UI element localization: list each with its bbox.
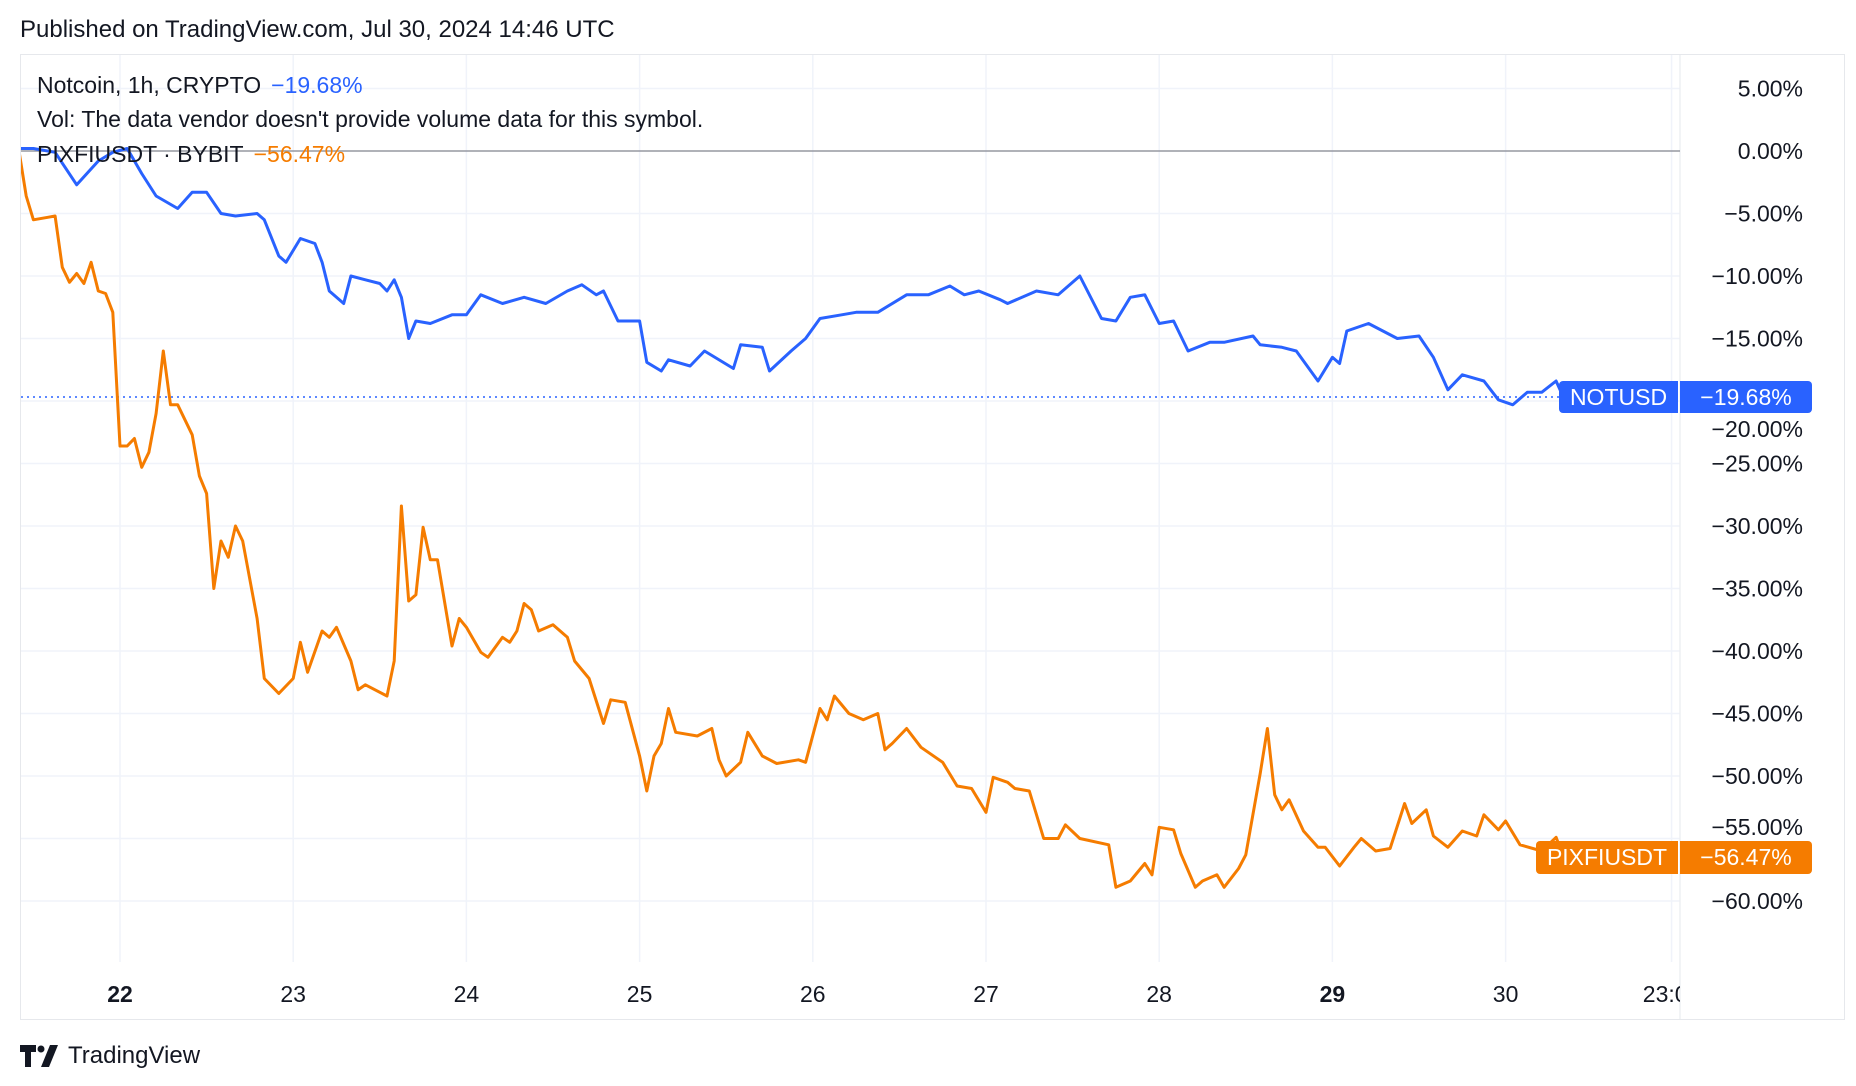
legend-main-change: −19.68% bbox=[271, 72, 363, 98]
x-tick-label: 29 bbox=[1320, 981, 1346, 1007]
tradingview-logo-icon bbox=[20, 1045, 58, 1067]
legend-volume-note: Vol: The data vendor doesn't provide vol… bbox=[37, 106, 704, 132]
time-axis: 22 23 24 25 26 27 28 29 30 23:00 bbox=[107, 981, 1701, 1007]
x-tick-label: 28 bbox=[1146, 981, 1172, 1007]
y-tick-label: −30.00% bbox=[1712, 513, 1803, 539]
y-tick-label: −25.00% bbox=[1712, 451, 1803, 477]
y-tick-label: −50.00% bbox=[1712, 763, 1803, 789]
y-tick-label: −5.00% bbox=[1724, 201, 1803, 227]
legend-compare-symbol: PIXFIUSDT · BYBIT bbox=[37, 141, 244, 167]
price-axis: 5.00% 0.00% −5.00% −10.00% −15.00% −20.00% −25… bbox=[1712, 76, 1803, 915]
notusd-name-badge: NOTUSD bbox=[1559, 381, 1678, 413]
legend-main[interactable]: Notcoin, 1h, CRYPTO −19.68% bbox=[37, 72, 373, 99]
y-tick-label: −15.00% bbox=[1712, 326, 1803, 352]
grid bbox=[21, 55, 1681, 1019]
y-tick-label: −35.00% bbox=[1712, 576, 1803, 602]
x-tick-label: 26 bbox=[800, 981, 826, 1007]
pixfi-value-badge: −56.47% bbox=[1680, 841, 1812, 874]
y-tick-label: −20.00% bbox=[1712, 416, 1803, 442]
legend-compare[interactable]: PIXFIUSDT · BYBIT −56.47% bbox=[37, 141, 355, 168]
pixfi-name-badge: PIXFIUSDT bbox=[1536, 841, 1678, 874]
tradingview-logo-text: TradingView bbox=[68, 1042, 201, 1069]
notusd-value-badge: −19.68% bbox=[1680, 381, 1812, 413]
y-tick-label: −10.00% bbox=[1712, 263, 1803, 289]
legend-main-symbol: Notcoin, 1h, CRYPTO bbox=[37, 72, 262, 98]
y-tick-label: 5.00% bbox=[1738, 76, 1803, 102]
x-tick-label: 22 bbox=[107, 981, 133, 1007]
series-lines bbox=[21, 147, 1565, 889]
pixfiusdt-line bbox=[21, 154, 1565, 889]
x-tick-label: 30 bbox=[1493, 981, 1519, 1007]
y-tick-label: −60.00% bbox=[1712, 888, 1803, 914]
y-tick-label: −55.00% bbox=[1712, 814, 1803, 840]
x-tick-label: 25 bbox=[627, 981, 653, 1007]
y-tick-label: −45.00% bbox=[1712, 701, 1803, 727]
legend-compare-change: −56.47% bbox=[253, 141, 346, 167]
y-tick-label: 0.00% bbox=[1738, 138, 1803, 164]
chart-frame bbox=[20, 54, 1845, 1020]
x-tick-label: 23:00 bbox=[1643, 981, 1701, 1007]
tradingview-logo[interactable]: TradingView bbox=[20, 1042, 200, 1070]
x-tick-label: 27 bbox=[973, 981, 999, 1007]
y-tick-label: −40.00% bbox=[1712, 638, 1803, 664]
notusd-line bbox=[21, 147, 1565, 407]
x-tick-label: 24 bbox=[454, 981, 480, 1007]
x-tick-label: 23 bbox=[280, 981, 306, 1007]
published-caption: Published on TradingView.com, Jul 30, 20… bbox=[20, 16, 615, 43]
